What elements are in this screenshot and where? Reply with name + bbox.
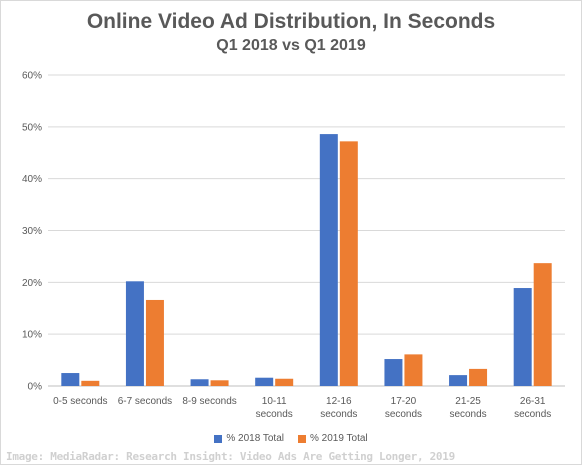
- bar-2019-7: [533, 263, 552, 386]
- legend-swatch-2019: [298, 434, 306, 443]
- y-tick-label: 0%: [28, 382, 43, 393]
- y-tick-label: 20%: [22, 278, 42, 289]
- y-tick-label: 40%: [22, 174, 42, 185]
- legend-item-2019: % 2019 Total: [298, 433, 368, 444]
- source-caption: Image: MediaRadar: Research Insight: Vid…: [6, 450, 455, 463]
- x-category-label: seconds: [256, 409, 293, 420]
- bar-2019-4: [339, 141, 358, 386]
- x-category-label: 10-11: [262, 396, 287, 407]
- y-tick-label: 30%: [22, 226, 42, 237]
- x-category-label: seconds: [320, 409, 357, 420]
- x-category-label: 21-25: [455, 396, 481, 407]
- chart-title: Online Video Ad Distribution, In Seconds: [86, 10, 496, 33]
- bar-2018-4: [319, 134, 338, 386]
- legend-swatch-2018: [214, 434, 223, 443]
- x-category-label: 6-7 seconds: [118, 396, 172, 407]
- bar-2018-1: [125, 281, 144, 386]
- bar-2018-7: [513, 288, 532, 386]
- bar-2018-5: [384, 359, 403, 386]
- bar-2019-5: [404, 354, 423, 386]
- legend-label-2019: % 2019 Total: [310, 433, 368, 444]
- bar-2018-6: [449, 375, 468, 386]
- x-category-label: 8-9 seconds: [182, 396, 236, 407]
- bar-2018-3: [255, 377, 274, 386]
- bar-2019-6: [469, 368, 488, 386]
- bar-2019-0: [81, 380, 100, 386]
- bar-2019-1: [145, 299, 164, 386]
- x-category-label: 12-16: [326, 396, 352, 407]
- bar-2019-2: [210, 380, 229, 386]
- legend: % 2018 Total % 2019 Total: [0, 433, 582, 444]
- x-category-label: 0-5 seconds: [53, 396, 107, 407]
- x-category-label: seconds: [449, 409, 486, 420]
- x-category-label: seconds: [385, 409, 422, 420]
- bar-2018-0: [61, 373, 80, 386]
- y-tick-label: 10%: [22, 330, 42, 341]
- y-tick-label: 60%: [22, 71, 42, 82]
- x-category-label: 26-31: [520, 396, 546, 407]
- legend-item-2018: % 2018 Total: [214, 433, 284, 444]
- chart-subtitle: Q1 2018 vs Q1 2019: [216, 37, 366, 54]
- bar-2018-2: [190, 379, 209, 386]
- x-category-label: seconds: [514, 409, 551, 420]
- bar-2019-3: [275, 378, 294, 386]
- x-category-label: 17-20: [391, 396, 417, 407]
- legend-label-2018: % 2018 Total: [226, 433, 284, 444]
- y-tick-label: 50%: [22, 122, 42, 133]
